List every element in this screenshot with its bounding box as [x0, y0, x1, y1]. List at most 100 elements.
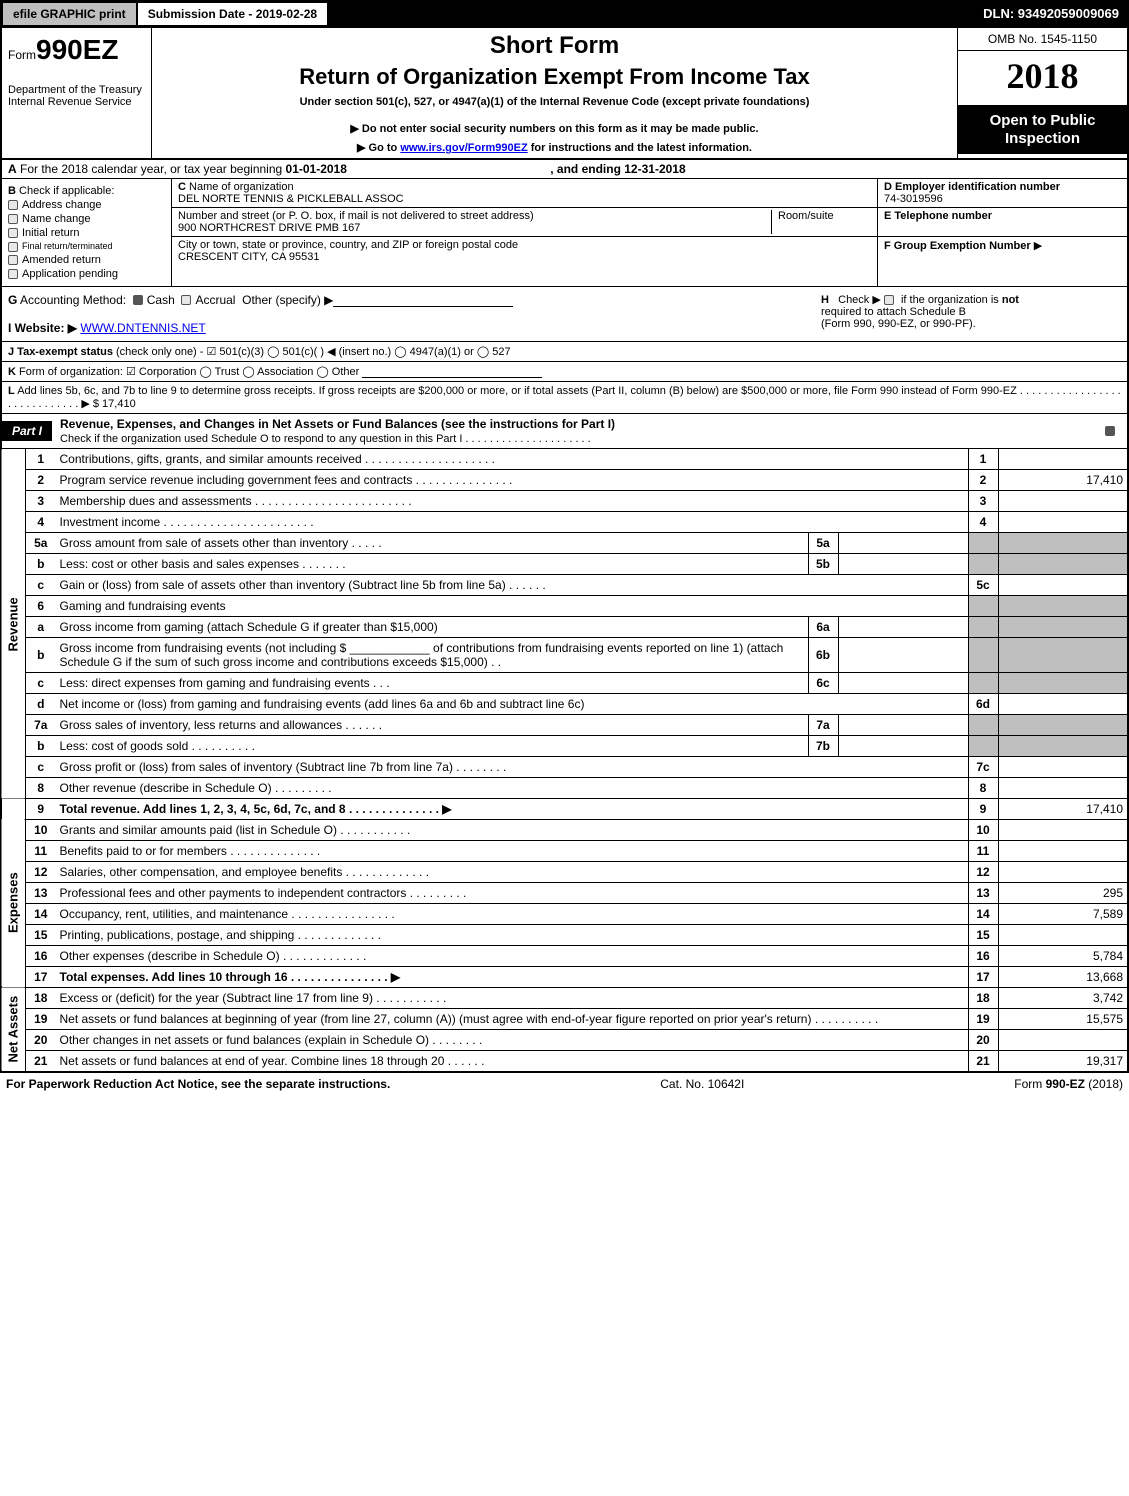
line-10-val: [998, 819, 1128, 840]
row-1: Revenue 1 Contributions, gifts, grants, …: [1, 449, 1128, 470]
section-a-begin: 01-01-2018: [286, 162, 347, 176]
tax-year: 2018: [958, 51, 1127, 106]
line-14-desc: Occupancy, rent, utilities, and maintena…: [56, 903, 969, 924]
row-21: 21 Net assets or fund balances at end of…: [1, 1050, 1128, 1072]
open-public-text: Open to Public: [962, 112, 1123, 130]
line-6-no: 6: [26, 595, 56, 616]
c-street-label: Number and street (or P. O. box, if mail…: [178, 210, 534, 222]
row-6a: a Gross income from gaming (attach Sched…: [1, 616, 1128, 637]
short-form-title: Short Form: [160, 32, 949, 60]
section-a-pre: For the 2018 calendar year, or tax year …: [20, 162, 286, 176]
main-table: Revenue 1 Contributions, gifts, grants, …: [0, 449, 1129, 1073]
c-name-row: C Name of organization DEL NORTE TENNIS …: [172, 179, 877, 208]
g-other-input[interactable]: [333, 295, 513, 307]
b-label: B: [8, 185, 16, 197]
j-text: (check only one) - ☑ 501(c)(3) ◯ 501(c)(…: [116, 346, 511, 358]
g-cash-checkbox[interactable]: [133, 295, 143, 305]
goto-text: Go to www.irs.gov/Form990EZ for instruct…: [160, 141, 949, 154]
line-21-no: 21: [26, 1050, 56, 1072]
line-7c-outno: 7c: [968, 756, 998, 777]
irs-label: Internal Revenue Service: [8, 96, 145, 108]
row-5a: 5a Gross amount from sale of assets othe…: [1, 532, 1128, 553]
line-1-val: [998, 449, 1128, 470]
row-4: 4 Investment income . . . . . . . . . . …: [1, 511, 1128, 532]
row-13: 13 Professional fees and other payments …: [1, 882, 1128, 903]
b-item-address[interactable]: Address change: [8, 199, 165, 211]
b-item-pending-label: Application pending: [22, 268, 118, 280]
line-6c-desc: Less: direct expenses from gaming and fu…: [56, 672, 809, 693]
b-item-name[interactable]: Name change: [8, 213, 165, 225]
line-3-no: 3: [26, 490, 56, 511]
line-6-shade: [968, 595, 998, 616]
line-3-outno: 3: [968, 490, 998, 511]
g-accrual-checkbox[interactable]: [181, 295, 191, 305]
line-18-desc: Excess or (deficit) for the year (Subtra…: [56, 987, 969, 1008]
line-14-outno: 14: [968, 903, 998, 924]
d-ein-row: D Employer identification number 74-3019…: [878, 179, 1127, 208]
c-city-value: CRESCENT CITY, CA 95531: [178, 251, 319, 263]
line-11-outno: 11: [968, 840, 998, 861]
line-7c-desc: Gross profit or (loss) from sales of inv…: [56, 756, 969, 777]
line-21-val: 19,317: [998, 1050, 1128, 1072]
line-19-desc: Net assets or fund balances at beginning…: [56, 1008, 969, 1029]
efile-print-button[interactable]: efile GRAPHIC print: [2, 2, 137, 26]
line-16-no: 16: [26, 945, 56, 966]
h-checkbox[interactable]: [884, 295, 894, 305]
g-label: G: [8, 293, 17, 307]
goto-link[interactable]: www.irs.gov/Form990EZ: [400, 142, 527, 154]
line-6b-shade: [968, 637, 998, 672]
b-item-initial-label: Initial return: [22, 227, 79, 239]
line-17-val: 13,668: [998, 966, 1128, 987]
line-8-no: 8: [26, 777, 56, 798]
line-6a-no: a: [26, 616, 56, 637]
b-item-initial[interactable]: Initial return: [8, 227, 165, 239]
line-13-outno: 13: [968, 882, 998, 903]
line-9-val: 17,410: [998, 798, 1128, 819]
line-7b-inval: [838, 735, 968, 756]
line-5b-inno: 5b: [808, 553, 838, 574]
line-14-no: 14: [26, 903, 56, 924]
line-6a-inno: 6a: [808, 616, 838, 637]
footer-center: Cat. No. 10642I: [660, 1077, 744, 1091]
row-20: 20 Other changes in net assets or fund b…: [1, 1029, 1128, 1050]
form-prefix: Form: [8, 48, 36, 62]
row-6: 6 Gaming and fundraising events: [1, 595, 1128, 616]
line-5b-desc: Less: cost or other basis and sales expe…: [56, 553, 809, 574]
g-other: Other (specify) ▶: [242, 293, 333, 307]
line-2-no: 2: [26, 469, 56, 490]
line-8-desc: Other revenue (describe in Schedule O) .…: [56, 777, 969, 798]
line-6-desc: Gaming and fundraising events: [56, 595, 969, 616]
row-7a: 7a Gross sales of inventory, less return…: [1, 714, 1128, 735]
line-7a-inval: [838, 714, 968, 735]
block-bcf: B Check if applicable: Address change Na…: [0, 179, 1129, 287]
b-item-final[interactable]: Final return/terminated: [8, 241, 165, 252]
section-a-end: 12-31-2018: [624, 162, 685, 176]
line-14-val: 7,589: [998, 903, 1128, 924]
line-16-outno: 16: [968, 945, 998, 966]
line-3-desc: Membership dues and assessments . . . . …: [56, 490, 969, 511]
line-6d-val: [998, 693, 1128, 714]
line-11-val: [998, 840, 1128, 861]
part1-label: Part I: [2, 421, 52, 441]
line-5a-inno: 5a: [808, 532, 838, 553]
line-20-no: 20: [26, 1029, 56, 1050]
c-street-row: Number and street (or P. O. box, if mail…: [172, 208, 877, 237]
section-a-label: A: [8, 162, 17, 176]
k-other-input[interactable]: [362, 366, 542, 378]
line-4-no: 4: [26, 511, 56, 532]
f-arrow: ▶: [1034, 240, 1042, 252]
g-text: Accounting Method:: [20, 293, 126, 307]
row-11: 11 Benefits paid to or for members . . .…: [1, 840, 1128, 861]
line-6c-shade2: [998, 672, 1128, 693]
part1-checkbox[interactable]: [1097, 424, 1127, 438]
line-2-desc: Program service revenue including govern…: [56, 469, 969, 490]
b-item-amended[interactable]: Amended return: [8, 254, 165, 266]
b-item-pending[interactable]: Application pending: [8, 268, 165, 280]
line-1-no: 1: [26, 449, 56, 470]
website-link[interactable]: WWW.DNTENNIS.NET: [80, 321, 205, 335]
line-18-no: 18: [26, 987, 56, 1008]
row-6b: b Gross income from fundraising events (…: [1, 637, 1128, 672]
line-5a-shade: [968, 532, 998, 553]
line-5b-inval: [838, 553, 968, 574]
line-5c-val: [998, 574, 1128, 595]
